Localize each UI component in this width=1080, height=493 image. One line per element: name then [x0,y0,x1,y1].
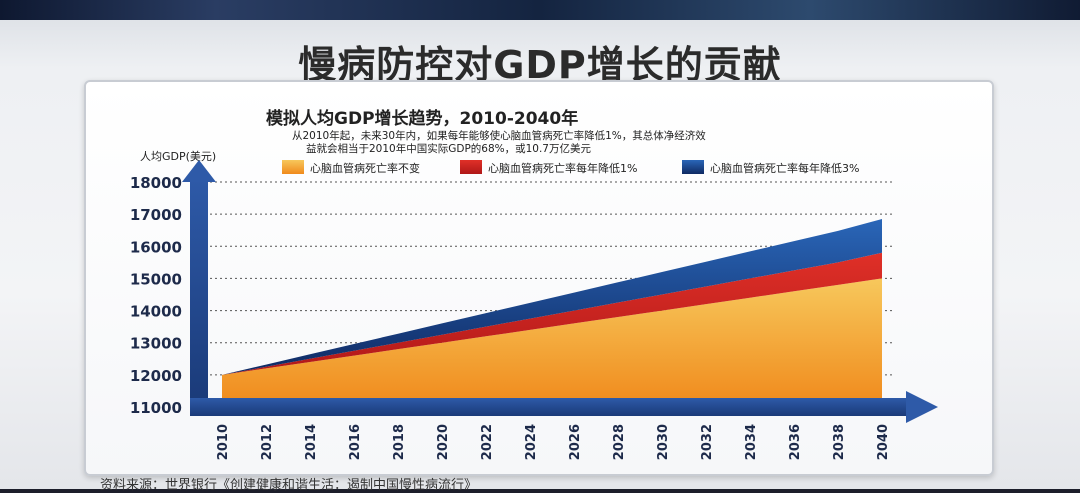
x-tick-label-2010: 2010 [216,424,231,460]
x-tick-label-2012: 2012 [260,424,275,460]
chart-subtitle-line-1: 从2010年起，未来30年内，如果每年能够使心脑血管病死亡率降低1%，其总体净经… [292,129,706,142]
chart-legend: 心脑血管病死亡率不变 心脑血管病死亡率每年降低1% 心脑血管病死亡率每年降低3% [282,160,859,175]
legend-swatch-2 [460,160,482,174]
y-tick-label-13000: 13000 [130,335,182,353]
y-axis [182,160,216,407]
stage-light-strip [0,0,1080,20]
chart-svg: 模拟人均GDP增长趋势，2010-2040年 从2010年起，未来30年内，如果… [130,108,938,460]
y-tick-label-17000: 17000 [130,206,182,224]
x-tick-label-2016: 2016 [348,424,363,460]
slide-title: 慢病防控对GDP增长的贡献 [298,43,782,87]
x-tick-label-2028: 2028 [612,424,627,460]
x-tick-label-2026: 2026 [568,424,583,460]
source-note: 资料来源：世界银行《创建健康和谐生活：遏制中国慢性病流行》 [100,478,478,493]
area-series [222,219,882,406]
legend-label-1: 心脑血管病死亡率不变 [310,161,420,175]
y-axis-label: 人均GDP(美元) [140,150,216,163]
legend-swatch-3 [682,160,704,174]
x-tick-labels: 2010 2012 2014 2016 2018 2020 2022 2024 2026 2028… [216,424,891,460]
y-axis-arrowhead [182,160,216,182]
x-tick-label-2024: 2024 [524,424,539,460]
y-tick-label-18000: 18000 [130,174,182,192]
x-axis-shaft [190,398,910,416]
x-tick-label-2034: 2034 [744,424,759,460]
x-tick-label-2036: 2036 [788,424,803,460]
x-tick-label-2030: 2030 [656,424,671,460]
y-tick-label-11000: 11000 [130,399,182,417]
x-tick-label-2020: 2020 [436,424,451,460]
chart-subtitle-line-2: 益就会相当于2010年中国实际GDP的68%，或10.7万亿美元 [306,142,591,155]
area-series-1 [222,278,882,406]
x-tick-label-2032: 2032 [700,424,715,460]
x-tick-label-2038: 2038 [832,424,847,460]
y-axis-shaft [190,177,208,407]
x-axis-arrowhead [906,391,938,423]
x-tick-label-2018: 2018 [392,424,407,460]
x-tick-label-2022: 2022 [480,424,495,460]
legend-label-3: 心脑血管病死亡率每年降低3% [710,161,859,175]
y-tick-label-16000: 16000 [130,238,182,256]
x-axis [190,391,938,423]
y-tick-label-12000: 12000 [130,367,182,385]
legend-swatch-1 [282,160,304,174]
y-tick-label-14000: 14000 [130,303,182,321]
y-tick-label-15000: 15000 [130,270,182,288]
y-tick-labels: 11000 12000 13000 14000 15000 16000 17000 18000 [130,174,182,417]
x-tick-label-2040: 2040 [876,424,891,460]
x-tick-label-2014: 2014 [304,424,319,460]
chart-title: 模拟人均GDP增长趋势，2010-2040年 [266,108,578,129]
chart-frame: 模拟人均GDP增长趋势，2010-2040年 从2010年起，未来30年内，如果… [84,80,994,476]
legend-label-2: 心脑血管病死亡率每年降低1% [488,161,637,175]
